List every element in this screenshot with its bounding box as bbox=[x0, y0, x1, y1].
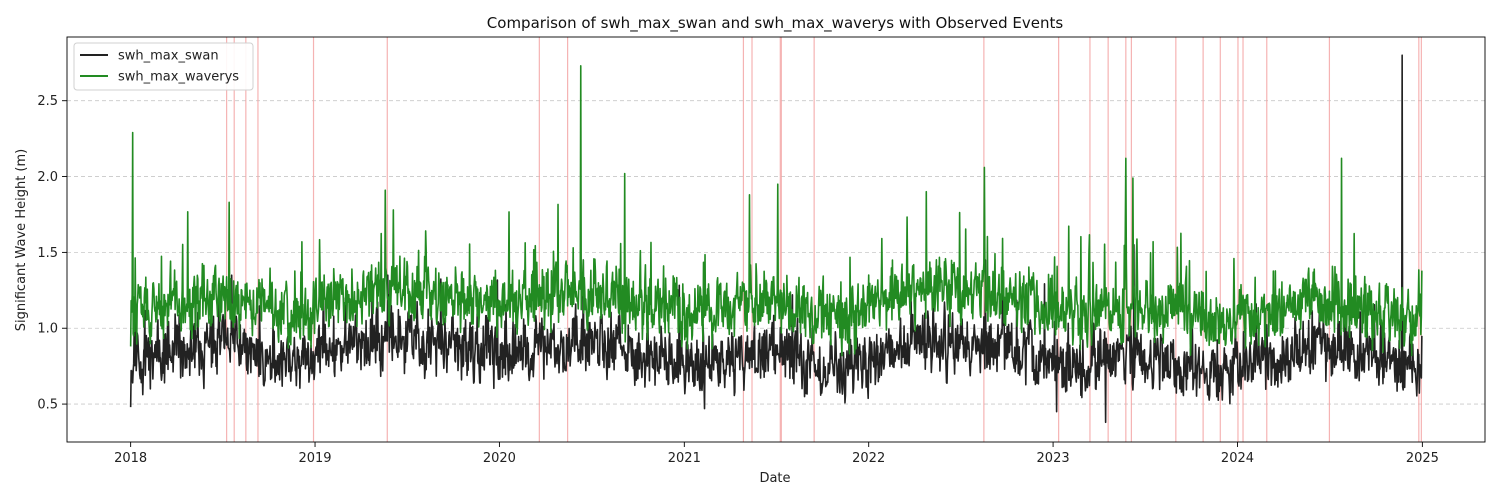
x-tick-label-7: 2025 bbox=[1406, 451, 1439, 466]
y-tick-label-3: 2.0 bbox=[37, 170, 58, 185]
x-tick-label-3: 2021 bbox=[668, 451, 701, 466]
plot-frame bbox=[66, 36, 1486, 443]
y-tick-label-2: 1.5 bbox=[37, 246, 58, 261]
chart-title: Comparison of swh_max_swan and swh_max_w… bbox=[487, 14, 1064, 33]
legend: swh_max_swan swh_max_waverys bbox=[73, 42, 254, 91]
x-tick-label-6: 2024 bbox=[1221, 451, 1254, 466]
legend-label-swh_max_waverys: swh_max_waverys bbox=[118, 70, 239, 85]
series-line-swh_max_swan bbox=[129, 54, 1423, 424]
y-tick-label-0: 0.5 bbox=[37, 398, 58, 413]
y-tick-label-4: 2.5 bbox=[37, 94, 58, 109]
x-tick-label-4: 2022 bbox=[852, 451, 885, 466]
legend-label-swh_max_swan: swh_max_swan bbox=[118, 49, 219, 64]
y-tick-label-1: 1.0 bbox=[37, 322, 58, 337]
y-axis-label: Significant Wave Height (m) bbox=[14, 149, 29, 331]
x-tick-label-1: 2019 bbox=[298, 451, 331, 466]
series-line-swh_max_waverys bbox=[129, 65, 1423, 357]
x-tick-label-2: 2020 bbox=[483, 451, 516, 466]
x-tick-label-5: 2023 bbox=[1037, 451, 1070, 466]
x-axis-label: Date bbox=[759, 471, 790, 486]
legend-box bbox=[73, 42, 254, 91]
x-tick-label-0: 2018 bbox=[114, 451, 147, 466]
